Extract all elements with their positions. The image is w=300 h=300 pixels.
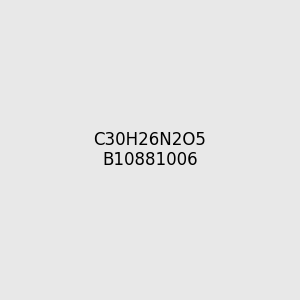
Text: C30H26N2O5
B10881006: C30H26N2O5 B10881006 <box>94 130 206 170</box>
